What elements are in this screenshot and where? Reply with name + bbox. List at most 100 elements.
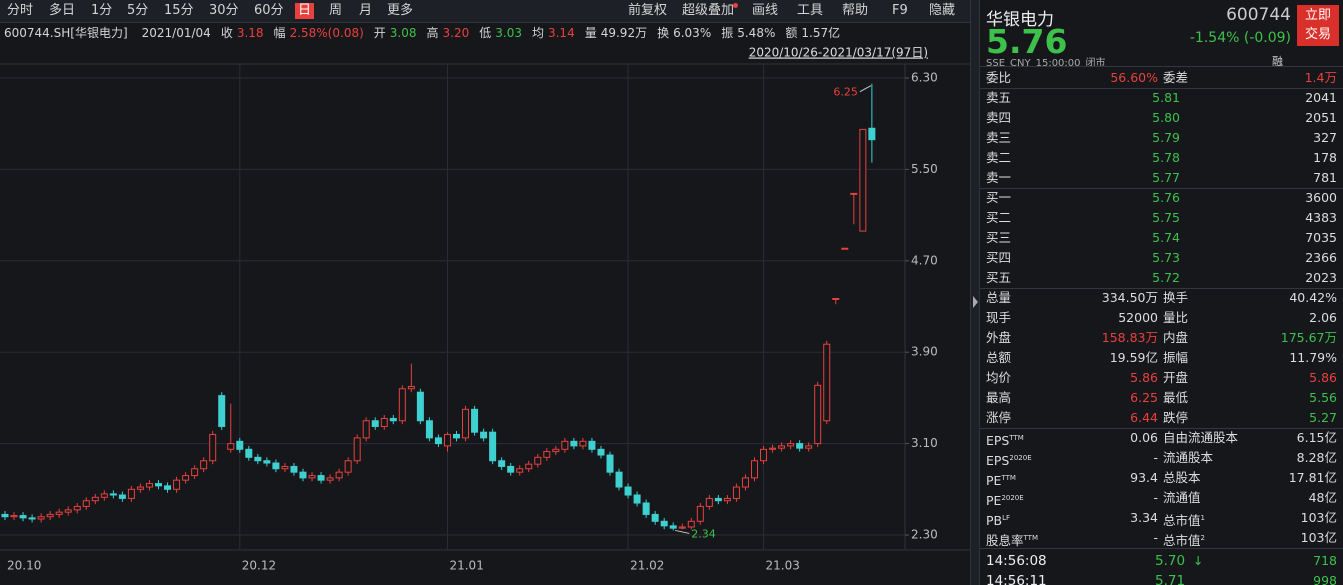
quote-row: 卖一 5.77 781 (980, 168, 1343, 188)
row-value: 40.42% (1289, 290, 1337, 305)
chart-pane: 分时 多日 1分 5分 15分 30分 60分日周月更多 前复权 超级叠加 画线 工具 帮助 F9 隐藏 … (0, 0, 970, 573)
candle-body (272, 462, 280, 470)
tool-button[interactable]: 超级叠加 (682, 3, 735, 18)
book-price: 5.76 (1152, 190, 1180, 205)
candle-body (10, 515, 18, 518)
last-price: 5.76 (986, 22, 1068, 61)
candle-body (814, 384, 822, 445)
candle-body (434, 437, 442, 445)
candle-body (705, 497, 713, 507)
trade-button[interactable]: 立即 交易 (1297, 5, 1339, 46)
quote-row: 卖二 5.78 178 (980, 148, 1343, 168)
panel-toggle[interactable] (970, 0, 980, 585)
candle-body (823, 343, 831, 422)
book-price: 5.73 (1152, 250, 1180, 265)
row-value: - (1153, 530, 1158, 545)
book-label: 买二 (986, 210, 1012, 225)
y-tick-label: 3.10 (911, 436, 938, 450)
divider (980, 188, 1343, 189)
divider (980, 66, 1343, 67)
book-volume: 2023 (1305, 270, 1337, 285)
info-value: 5.48% (737, 26, 776, 40)
period-tab[interactable]: 分时 (7, 3, 34, 18)
book-label: 买一 (986, 190, 1012, 205)
period-tab[interactable]: 5分 (127, 3, 149, 18)
trade-price: 5.70 (1155, 553, 1186, 569)
book-label: 卖二 (986, 150, 1012, 165)
candle-body (19, 515, 27, 519)
book-label: 卖五 (986, 90, 1012, 105)
candle-body (317, 475, 325, 481)
info-label: 开 (373, 26, 386, 40)
toggle-arrow (973, 296, 978, 308)
candle-body (561, 440, 569, 450)
book-volume: 4383 (1305, 210, 1337, 225)
candle-body (841, 247, 849, 250)
period-tab[interactable]: 周 (329, 3, 343, 18)
period-tab[interactable]: 1分 (91, 3, 113, 18)
candle-body (552, 448, 560, 453)
toolbar: 分时 多日 1分 5分 15分 30分 60分日周 月更多 前复权 超级叠加 画线 工具 帮助 F9 隐藏 (0, 0, 970, 23)
candle-body (362, 420, 370, 439)
row-label: 涨停 (986, 410, 1012, 425)
row-value: 103亿 (1300, 530, 1337, 545)
row-label: 总量 (986, 290, 1012, 305)
quote-row: 总量 334.50万 换手 40.42% (980, 288, 1343, 308)
info-label: 低 (479, 26, 492, 40)
candle-body (714, 497, 722, 502)
info-label: 均 (531, 26, 544, 40)
period-tab[interactable]: 15分 (164, 3, 194, 18)
min-pointer (675, 529, 690, 534)
book-volume: 7035 (1305, 230, 1337, 245)
divider (980, 288, 1343, 289)
candle-body (299, 471, 307, 479)
candle-body (805, 445, 813, 449)
max-pointer (859, 85, 872, 93)
divider (980, 548, 1343, 549)
quote-row: 委比 56.60% 委差 1.4万 (980, 68, 1343, 88)
quote-row: PBLF 3.34 总市值1 103亿 (980, 508, 1343, 528)
tool-button[interactable]: 帮助 (842, 3, 869, 18)
candle-body (462, 408, 470, 439)
info-value: 3.08 (389, 26, 417, 40)
info-value: 3.14 (547, 26, 575, 40)
row-value: 175.67万 (1280, 330, 1337, 345)
candle-body (290, 465, 298, 473)
quote-row: 外盘 158.83万 内盘 175.67万 (980, 328, 1343, 348)
row-value: 5.56 (1309, 390, 1337, 405)
tool-button[interactable]: F9 (892, 3, 908, 18)
info-value: 3.20 (442, 26, 470, 40)
candle-body (741, 477, 749, 488)
period-tab[interactable]: 60分 (254, 3, 284, 18)
row-label: 委比 (986, 70, 1012, 85)
candle-body (696, 505, 704, 522)
candle-body (669, 525, 677, 529)
quote-row: 卖三 5.79 327 (980, 128, 1343, 148)
tool-button[interactable]: 隐藏 (929, 3, 956, 18)
row-label: 最高 (986, 390, 1012, 405)
info-label: 额 (785, 26, 798, 40)
period-tab[interactable]: 更多 (387, 3, 414, 18)
stock-code: 600744.SH[华银电力] (4, 26, 128, 40)
quote-row: EPS2020E - 流通股本 8.28亿 (980, 448, 1343, 468)
candle-body (606, 454, 614, 473)
period-tab[interactable]: 日 (295, 3, 315, 19)
period-tab[interactable]: 30分 (209, 3, 239, 18)
tool-button[interactable]: 工具 (797, 3, 824, 18)
period-tab[interactable]: 多日 (49, 3, 76, 18)
row-value: 17.81亿 (1288, 470, 1337, 485)
candle-body (642, 502, 650, 515)
candle-body (281, 465, 289, 470)
row-label: 流通股本 (1163, 450, 1214, 465)
info-label: 量 (584, 26, 597, 40)
book-volume: 2051 (1305, 110, 1337, 125)
candle-body (796, 443, 804, 449)
tool-button[interactable]: 前复权 (628, 3, 668, 18)
candle-body (398, 388, 406, 422)
row-label: 总市值2 (1163, 533, 1205, 549)
candle-body (191, 468, 199, 477)
book-price: 5.79 (1152, 130, 1180, 145)
period-tab[interactable]: 月 (359, 3, 373, 18)
tool-button[interactable]: 画线 (752, 3, 779, 18)
row-value: 5.86 (1130, 370, 1158, 385)
